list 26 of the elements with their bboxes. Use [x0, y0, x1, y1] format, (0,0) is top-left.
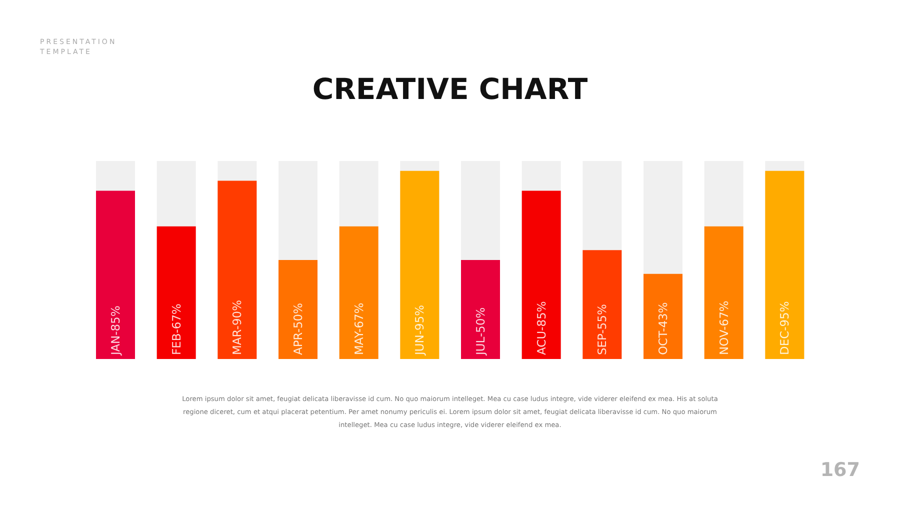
data-label: 90%: [230, 300, 244, 326]
x-tick-label: SEP-: [595, 330, 610, 355]
data-label: 67%: [169, 303, 184, 330]
x-tick-label: ACU-: [534, 326, 548, 355]
x-tick-label: NOV-: [716, 326, 731, 355]
x-tick-label: JAN-: [108, 331, 122, 356]
data-label: 85%: [108, 306, 122, 332]
text: 167: [820, 459, 860, 481]
x-tick-label: FEB-: [169, 329, 184, 355]
data-label: 95%: [412, 304, 427, 330]
x-tick-label: APR-: [291, 328, 305, 355]
x-tick-label: OCT-: [656, 328, 670, 355]
x-tick-label: JUL-: [474, 332, 488, 356]
x-tick-label: MAY-: [352, 328, 366, 355]
data-label: 43%: [656, 302, 670, 328]
x-tick-label: JUN-: [412, 330, 427, 356]
x-tick-label: MAR-: [230, 326, 244, 355]
chart-title: CREATIVE CHART: [311, 72, 589, 106]
data-label: 67%: [352, 302, 366, 328]
data-label: 95%: [778, 301, 792, 327]
data-label: 85%: [534, 301, 548, 327]
x-tick-label: DEC-: [778, 326, 792, 355]
data-label: 50%: [474, 307, 488, 333]
data-label: 55%: [595, 304, 610, 330]
data-label: 67%: [716, 300, 731, 326]
data-label: 50%: [291, 302, 305, 329]
